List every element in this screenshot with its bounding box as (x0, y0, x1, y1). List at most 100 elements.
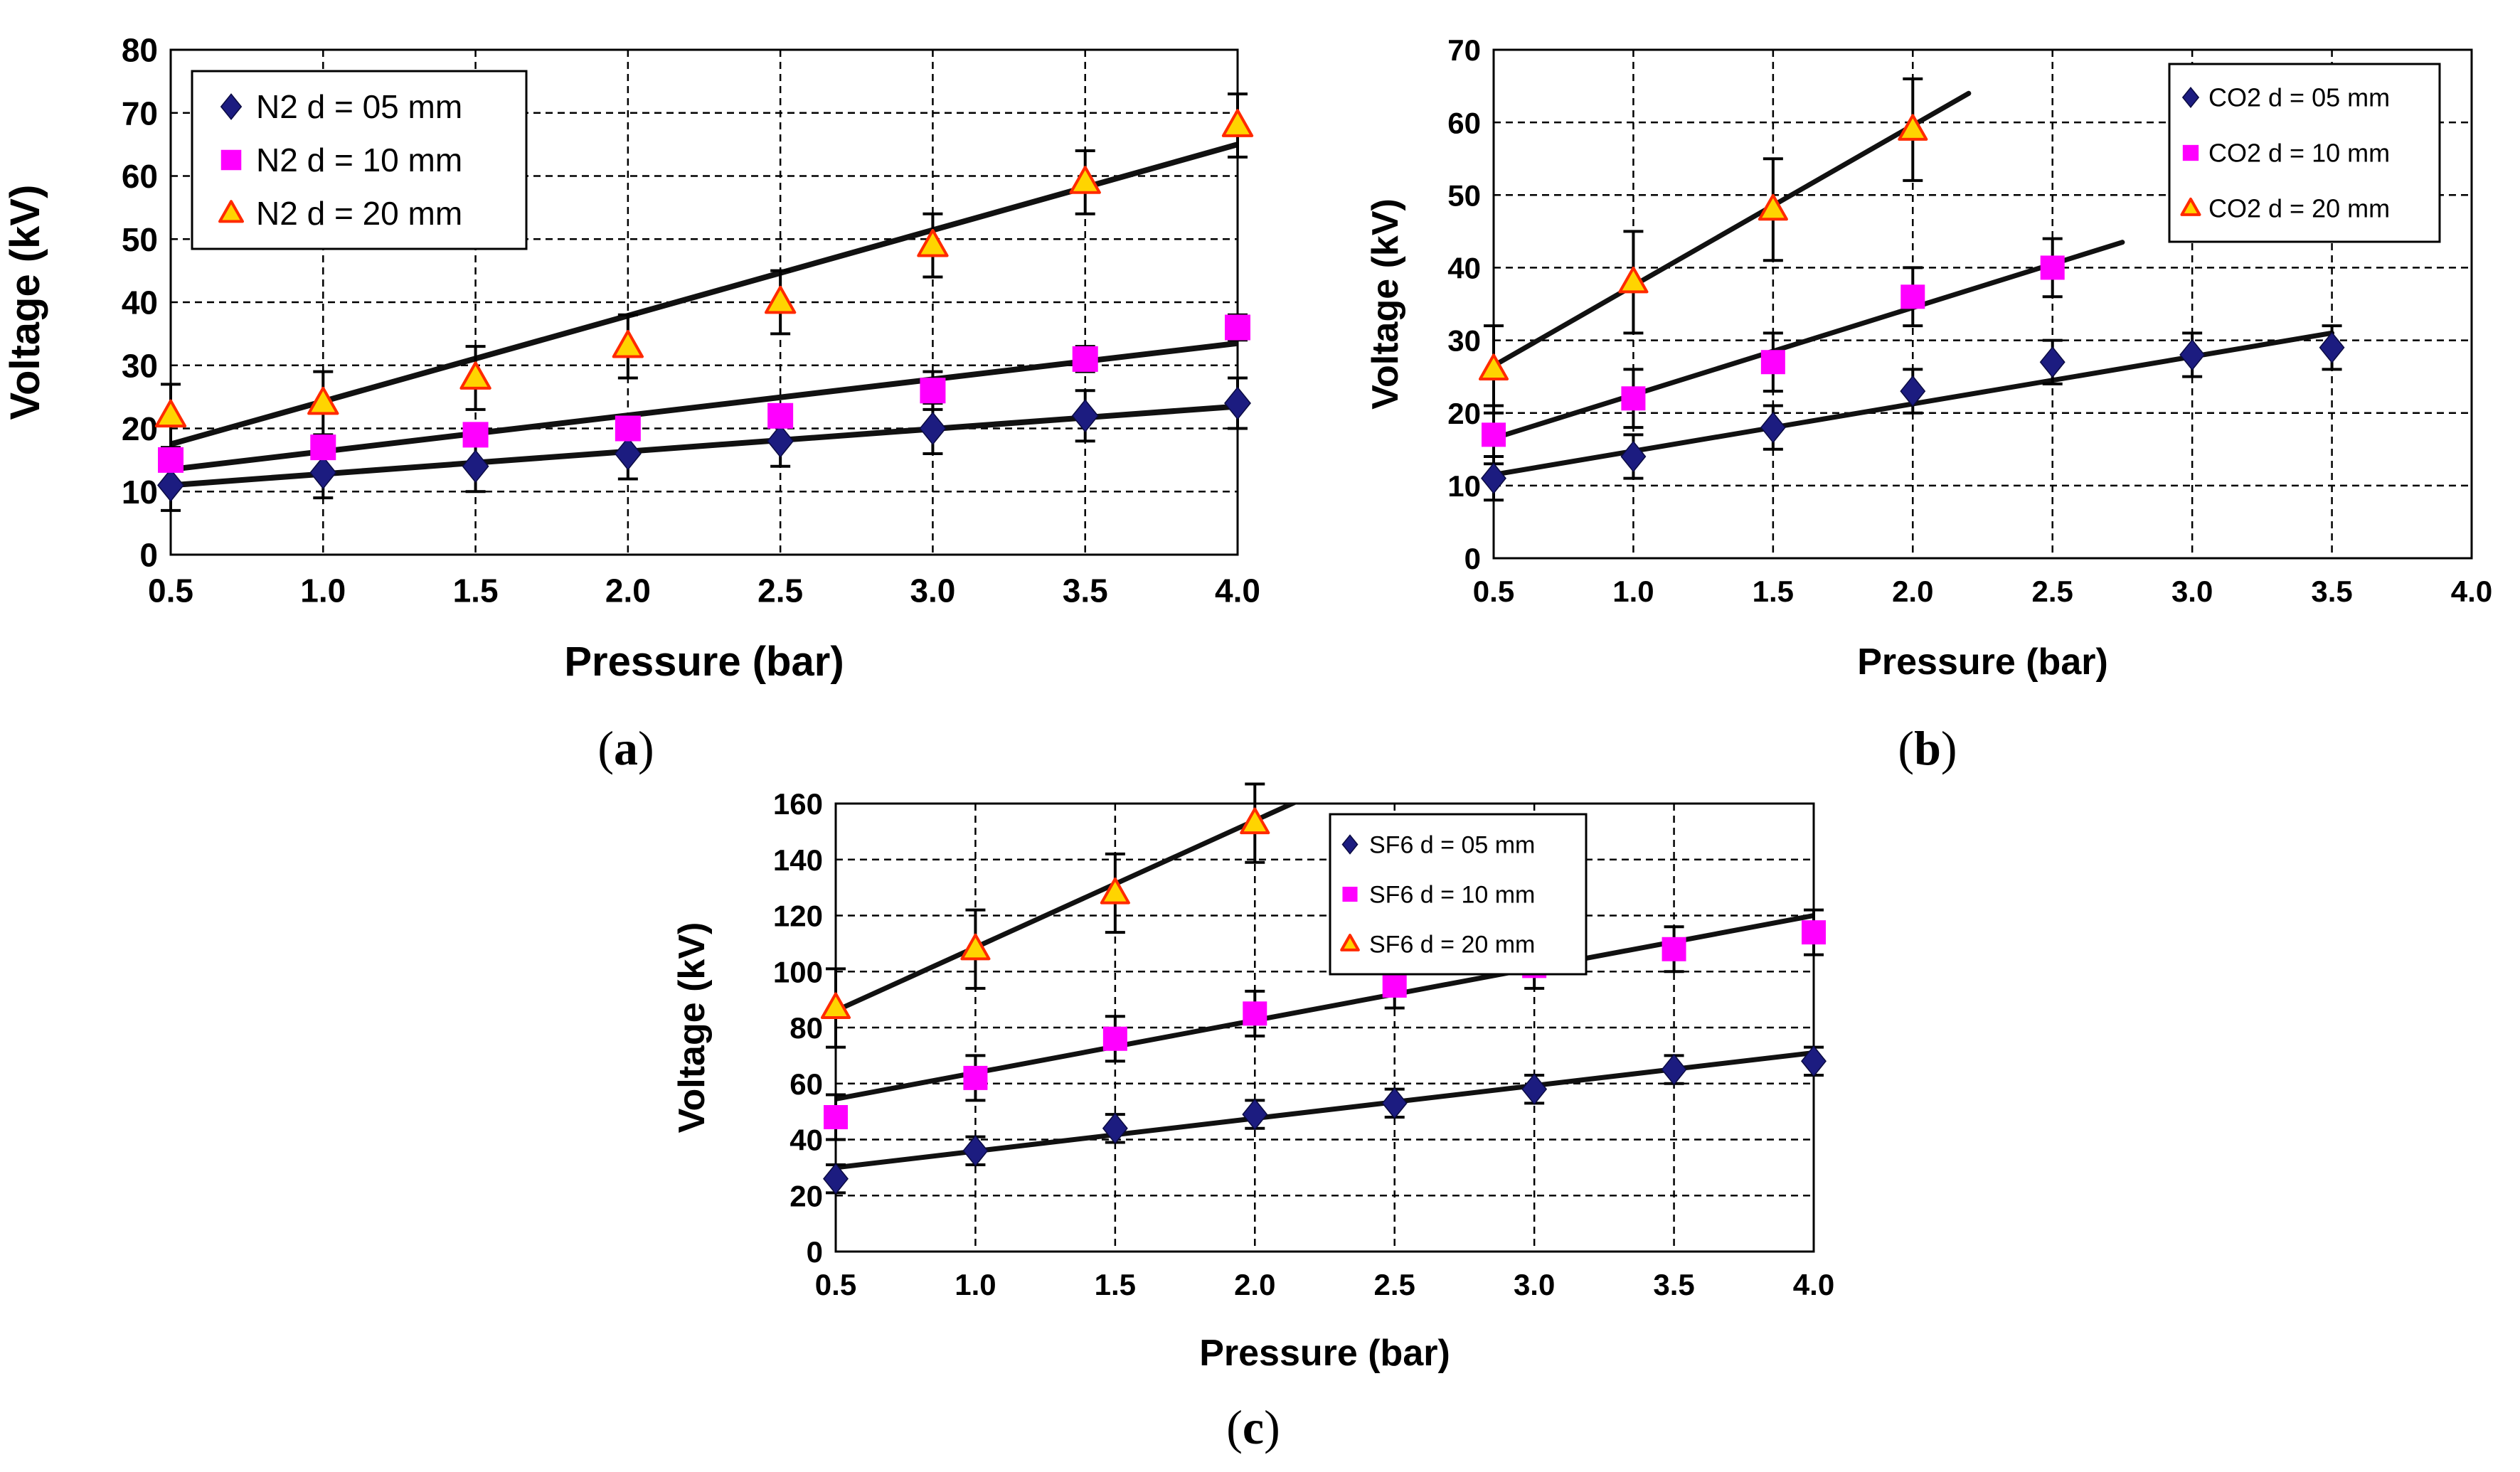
legend-marker (218, 200, 244, 223)
data-point-series-1 (1621, 386, 1646, 411)
y-tick-label: 60 (790, 1067, 823, 1101)
y-tick-label: 40 (122, 284, 158, 321)
trendline-series-1 (836, 913, 1814, 1102)
data-point-series-1 (1382, 973, 1407, 998)
y-tick-label: 40 (1447, 252, 1481, 285)
y-tick-label: 20 (1447, 397, 1481, 430)
data-point-series-0 (1661, 1053, 1687, 1086)
legend-marker (1341, 834, 1359, 855)
panel-caption-letter: b (1914, 721, 1941, 775)
data-point-series-0 (1102, 1112, 1128, 1145)
grid-lines (836, 802, 1815, 1252)
y-tick-label: 80 (122, 32, 158, 69)
data-point-series-2 (1618, 266, 1649, 294)
data-point-series-0 (614, 437, 642, 471)
legend-label: CO2 d = 05 mm (2208, 83, 2390, 112)
data-point-series-2 (1100, 877, 1130, 905)
data-point-series-1 (1900, 284, 1925, 309)
data-point-series-1 (824, 1105, 848, 1129)
y-tick-label: 60 (122, 158, 158, 195)
legend-box (191, 70, 528, 250)
data-point-series-0 (2319, 331, 2345, 364)
x-axis-label: Pressure (bar) (564, 639, 844, 685)
y-tick-label: 70 (1447, 33, 1481, 67)
legend-box (1329, 813, 1588, 976)
y-tick-label: 140 (773, 843, 823, 877)
data-point-series-1 (1760, 350, 1785, 375)
x-tick-label: 3.0 (2171, 575, 2213, 608)
data-point-series-0 (1071, 399, 1099, 433)
x-tick-label: 1.0 (300, 572, 346, 609)
data-point-series-1 (1243, 1001, 1267, 1026)
trendline-series-0 (171, 403, 1238, 489)
data-point-series-1 (767, 402, 794, 429)
data-point-series-2 (1240, 807, 1270, 835)
data-point-series-2 (917, 228, 949, 257)
data-point-series-2 (1898, 114, 1928, 141)
trendline-series-0 (836, 1050, 1814, 1170)
y-axis-label: Voltage (kV) (671, 922, 713, 1134)
data-point-series-2 (1478, 353, 1509, 380)
data-point-series-2 (1758, 193, 1788, 221)
data-point-series-2 (612, 329, 644, 358)
data-point-series-1 (2040, 255, 2065, 280)
x-tick-label: 3.0 (1514, 1268, 1555, 1301)
y-tick-label: 50 (1447, 178, 1481, 212)
legend-label: SF6 d = 10 mm (1369, 881, 1535, 908)
x-tick-label: 1.5 (1095, 1268, 1136, 1301)
panel-caption-letter: a (614, 721, 638, 775)
y-tick-label: 160 (773, 787, 823, 821)
data-point-series-1 (1802, 920, 1826, 945)
x-axis-label: Pressure (bar) (1199, 1333, 1450, 1374)
chart-panel-c: 0 20 40 60 80 100 120 140 160 0.5 1.0 1.5 2.0 2.5 3.0 3… (671, 782, 1834, 1454)
x-tick-label: 1.5 (453, 572, 499, 609)
y-tick-label: 0 (807, 1235, 823, 1269)
data-point-series-1 (1102, 1026, 1127, 1051)
data-point-series-0 (1481, 462, 1506, 494)
fit-lines (171, 142, 1238, 489)
x-tick-label: 1.5 (1753, 575, 1794, 608)
data-point-series-2 (820, 992, 851, 1020)
legend-marker (2180, 197, 2201, 216)
legend-marker (2182, 144, 2199, 161)
data-point-series-0 (1521, 1073, 1548, 1105)
x-tick-label: 3.5 (2311, 575, 2352, 608)
y-tick-label: 60 (1447, 106, 1481, 139)
trendline-series-2 (1494, 90, 1972, 368)
legend-label: N2 d = 10 mm (256, 142, 462, 178)
plot-frame (169, 48, 1239, 556)
data-point-series-0 (962, 1134, 989, 1167)
legend: N2 d = 05 mm N2 d = 10 mm N2 d = 20 mm (191, 70, 528, 250)
trendline-series-2 (171, 142, 1238, 447)
x-tick-label: 1.0 (1612, 575, 1654, 608)
x-tick-label: 4.0 (1215, 572, 1260, 609)
x-tick-label: 3.5 (1063, 572, 1108, 609)
x-tick-label: 2.0 (1892, 575, 1933, 608)
y-tick-label: 100 (773, 955, 823, 988)
trendline-series-2 (836, 804, 1299, 1013)
x-tick-label: 2.0 (1234, 1268, 1275, 1301)
data-point-series-1 (1662, 937, 1686, 961)
y-tick-label: 10 (122, 474, 158, 511)
legend: SF6 d = 05 mm SF6 d = 10 mm SF6 d = 20 mm (1329, 813, 1588, 976)
trendline-series-1 (1494, 240, 2125, 441)
data-point-series-0 (157, 468, 184, 502)
data-point-series-0 (1900, 375, 1926, 407)
y-tick-label: 30 (122, 347, 158, 384)
legend-label: N2 d = 20 mm (256, 195, 462, 232)
data-point-series-1 (963, 1065, 988, 1090)
y-tick-label: 10 (1447, 469, 1481, 503)
y-tick-label: 120 (773, 900, 823, 933)
data-point-series-0 (1620, 440, 1647, 473)
data-point-series-2 (1221, 109, 1254, 137)
data-point-series-0 (2039, 346, 2066, 378)
x-tick-label: 1.0 (955, 1268, 996, 1301)
y-axis-label: Voltage (kV) (1365, 198, 1406, 410)
x-tick-label: 4.0 (2451, 575, 2492, 608)
y-tick-label: 50 (122, 221, 158, 258)
legend-marker (1340, 934, 1360, 951)
legend: CO2 d = 05 mm CO2 d = 10 mm CO2 d = 20 mm (2168, 63, 2441, 243)
legend-label: CO2 d = 10 mm (2208, 139, 2390, 168)
x-tick-label: 0.5 (1473, 575, 1514, 608)
